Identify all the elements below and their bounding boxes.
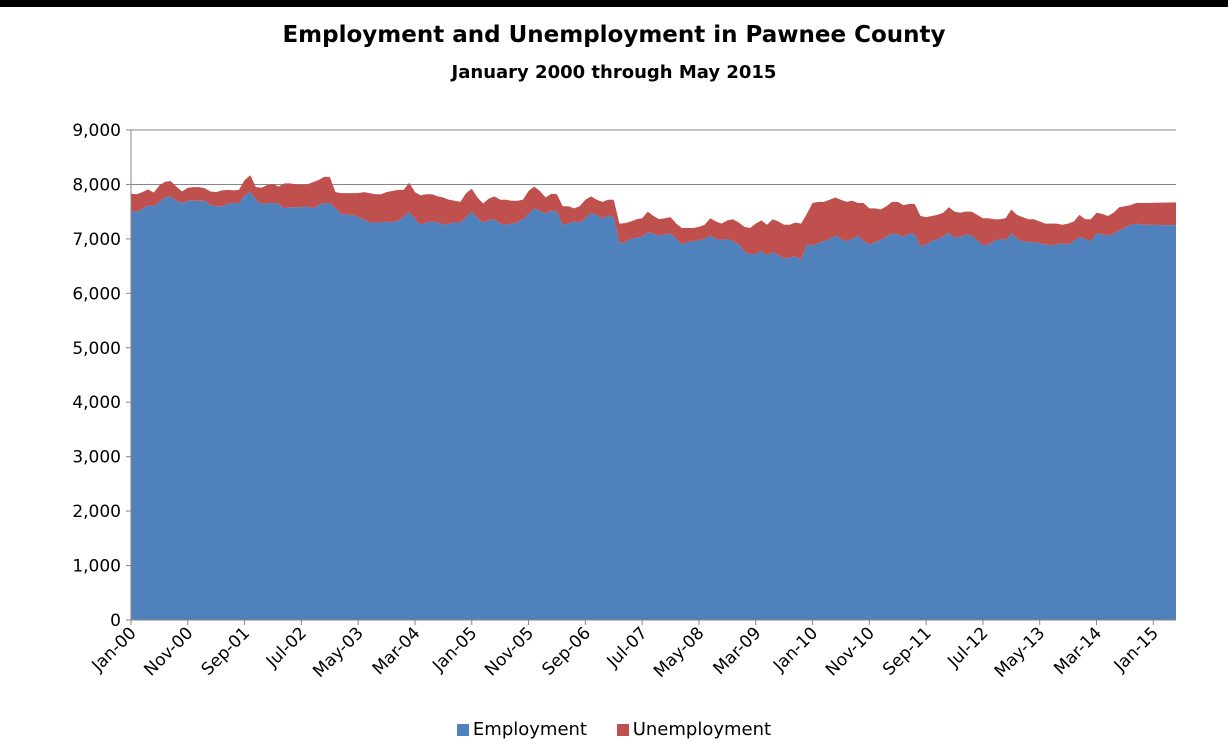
x-tick-label: Sep-01 [198, 623, 254, 679]
x-tick-label: Mar-09 [710, 623, 766, 679]
x-tick-label: Jul-07 [603, 623, 652, 672]
chart-title: Employment and Unemployment in Pawnee Co… [282, 22, 946, 48]
area-employment [131, 192, 1176, 620]
y-tick-label: 1,000 [72, 557, 121, 577]
legend-label-employment: Employment [472, 719, 587, 740]
y-tick-label: 9,000 [72, 121, 121, 141]
x-tick-label: May-03 [309, 623, 367, 681]
y-tick-label: 5,000 [72, 339, 121, 359]
x-tick-label: Jan-05 [428, 623, 481, 676]
top-rule [0, 0, 1228, 7]
legend-swatch-unemployment [616, 723, 629, 736]
x-tick-label: May-08 [650, 623, 708, 681]
y-tick-labels: 0 1,000 2,000 3,000 4,000 5,000 6,000 7,000 8,00… [72, 121, 121, 631]
y-tick-label: 4,000 [72, 393, 121, 413]
x-tick-label: Mar-14 [1050, 623, 1106, 679]
legend-label-unemployment: Unemployment [632, 719, 772, 740]
area-series [131, 175, 1176, 620]
legend-item-unemployment: Unemployment [616, 719, 772, 740]
x-tick-label: Nov-00 [140, 623, 197, 680]
y-tick-label: 0 [110, 611, 121, 631]
legend-item-employment: Employment [456, 719, 587, 740]
x-tick-label: Jul-02 [262, 623, 311, 672]
area-unemployment [131, 175, 1176, 260]
legend: Employment Unemployment [0, 719, 1228, 741]
legend-swatch-employment [456, 723, 469, 736]
x-tick-label: Sep-06 [538, 623, 594, 679]
x-tick-label: May-13 [991, 623, 1049, 681]
x-tick-label: Mar-04 [369, 623, 425, 679]
x-tick-label: Sep-11 [879, 623, 935, 679]
y-tick-label: 6,000 [72, 284, 121, 304]
x-tick-label: Nov-10 [822, 623, 879, 680]
x-tick-label: Nov-05 [481, 623, 538, 680]
x-tick-label: Jan-00 [88, 623, 141, 676]
x-tick-label: Jan-10 [769, 623, 822, 676]
y-tick-label: 2,000 [72, 502, 121, 522]
x-tick-label: Jan-15 [1110, 623, 1163, 676]
axes [126, 129, 1176, 625]
y-tick-label: 8,000 [72, 175, 121, 195]
y-tick-label: 3,000 [72, 448, 121, 468]
y-tick-label: 7,000 [72, 230, 121, 250]
x-tick-label: Jul-12 [943, 623, 992, 672]
chart-subtitle: January 2000 through May 2015 [451, 62, 777, 83]
